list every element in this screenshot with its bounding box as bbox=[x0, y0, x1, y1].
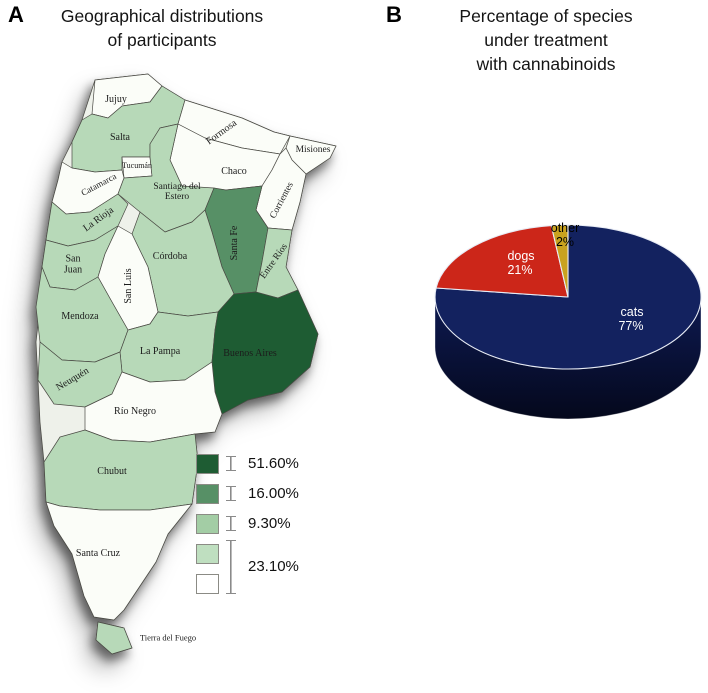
legend-swatch-light bbox=[196, 514, 219, 534]
pie-label-dogs: dogs bbox=[507, 249, 534, 263]
legend-bracket-icon bbox=[226, 516, 236, 531]
legend-label-dark: 51.60% bbox=[248, 455, 299, 472]
pie-slice-other bbox=[550, 224, 569, 298]
province-shape-buenos-aires bbox=[211, 289, 319, 415]
pie-label-cats: cats bbox=[621, 305, 644, 319]
panel-a-title-line2: of participants bbox=[107, 30, 217, 50]
legend-bracket-icon bbox=[226, 456, 236, 471]
province-shape-tucuman bbox=[121, 156, 153, 179]
legend-bracket-icon bbox=[226, 486, 236, 501]
province-shape-chubut bbox=[43, 429, 199, 511]
pie-value-other: 2% bbox=[556, 235, 574, 249]
legend-swatch-medium bbox=[196, 484, 219, 504]
pie-slice-dogs bbox=[435, 225, 569, 298]
panel-b-title-line3: with cannabinoids bbox=[476, 54, 616, 74]
panel-b-title-line2: under treatment bbox=[484, 30, 608, 50]
pie-label-other: other bbox=[551, 221, 580, 235]
species-pie-chart: other 2% dogs 21% cats 77% bbox=[434, 221, 702, 420]
panel-b-title-line1: Percentage of species bbox=[459, 6, 633, 26]
legend-swatch-lighter bbox=[196, 544, 219, 564]
panel-b-letter: B bbox=[386, 2, 402, 27]
legend-bracket-icon bbox=[226, 540, 236, 594]
legend-swatch-white bbox=[196, 574, 219, 594]
pie-value-dogs: 21% bbox=[507, 263, 532, 277]
province-shape-santa-cruz bbox=[45, 501, 193, 621]
province-shape-tierra-del-fuego bbox=[95, 621, 133, 655]
legend-label-light: 9.30% bbox=[248, 515, 291, 532]
panel-a-letter: A bbox=[8, 2, 24, 27]
legend-label-medium: 16.00% bbox=[248, 485, 299, 502]
pie-value-cats: 77% bbox=[618, 319, 643, 333]
legend-swatch-dark bbox=[196, 454, 219, 474]
panel-a-title: Geographical distributions of participan… bbox=[42, 4, 282, 52]
legend-label-lighter: 23.10% bbox=[248, 558, 299, 575]
panel-a-title-line1: Geographical distributions bbox=[60, 6, 264, 26]
panel-b-title: Percentage of species under treatment wi… bbox=[436, 4, 656, 76]
argentina-map-svg bbox=[35, 73, 337, 655]
map-legend: 51.60% 16.00% 9.30% 23.10% bbox=[196, 454, 346, 604]
